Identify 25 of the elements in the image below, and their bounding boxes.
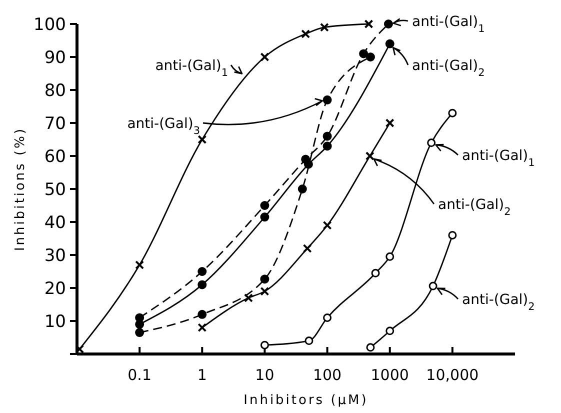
y-tick-label: 100 xyxy=(34,15,66,35)
y-tick-label: 30 xyxy=(44,246,66,266)
y-tick-label: 90 xyxy=(44,48,66,68)
annotation: anti-(Gal)$_{2}$ xyxy=(462,292,535,313)
y-tick-label: 60 xyxy=(44,147,66,167)
x-tick-label: 100 xyxy=(312,366,342,384)
annotation: anti-(Gal)$_{2}$ xyxy=(412,58,485,79)
x-tick-label: 1000 xyxy=(370,366,409,384)
y-tick-label: 80 xyxy=(44,81,66,101)
x-tick-label: 10,000 xyxy=(426,366,479,384)
y-tick-label: 70 xyxy=(44,114,66,134)
x-tick-label: 0.1 xyxy=(128,366,152,384)
annotation: anti-(Gal)$_{2}$ xyxy=(438,197,511,218)
y-tick-label: 50 xyxy=(44,180,66,200)
annotation: anti-(Gal)$_{1}$ xyxy=(412,14,485,35)
x-tick-label: 10 xyxy=(255,366,274,384)
y-tick-label: 20 xyxy=(44,279,66,299)
x-axis-title: Inhibitors (μM) xyxy=(244,393,368,408)
y-axis-title: Inhibitions (%) xyxy=(13,126,28,252)
annotation: anti-(Gal)$_{1}$ xyxy=(462,148,535,169)
y-tick-label: 10 xyxy=(44,312,66,332)
annotation: anti-(Gal)$_{1}$ xyxy=(155,58,228,79)
y-tick-label: 40 xyxy=(44,213,66,233)
x-tick-label: 1 xyxy=(197,366,207,384)
annotation: anti-(Gal)$_{3}$ xyxy=(127,116,200,137)
